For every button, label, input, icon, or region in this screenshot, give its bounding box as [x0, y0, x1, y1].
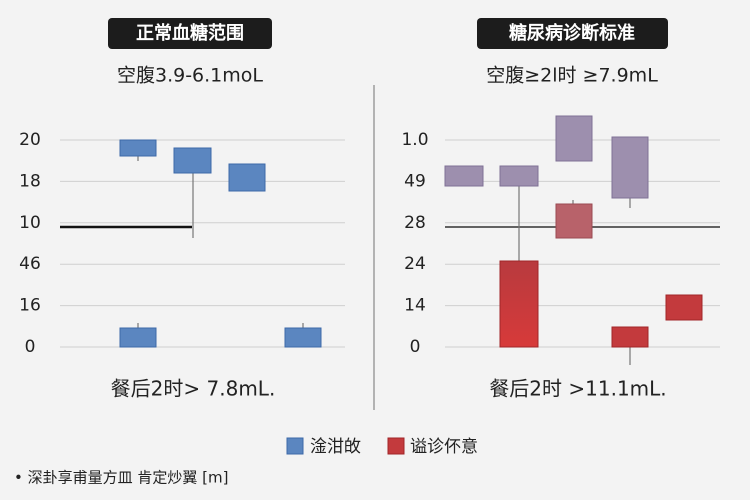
panel-subtitle: 空腹3.9-6.1moL: [117, 65, 263, 87]
footnote: • 深卦享甫量方皿 肯定炒翼 [m]: [14, 469, 228, 487]
grid: 20 18 10 46 16 0: [19, 130, 345, 357]
box: [173, 147, 212, 174]
panel-footer: 餐后2时> 7.8mL.: [111, 377, 276, 401]
panel-subtitle: 空腹≥2l时 ≥7.9mL: [486, 65, 658, 87]
y-tick-label: 24: [404, 254, 426, 274]
legend-label: 淦泔敀: [310, 437, 361, 457]
y-tick-label: 28: [404, 213, 426, 233]
title-box: [108, 18, 272, 49]
grid: 1.0 49 28 24 14 0: [401, 130, 720, 357]
y-tick-label: 20: [19, 130, 41, 150]
y-tick-label: 10: [19, 213, 41, 233]
box: [228, 163, 266, 192]
title-box: [477, 18, 668, 49]
y-tick-label: 1.0: [401, 130, 428, 150]
y-tick-label: 46: [19, 254, 41, 274]
panel-footer: 餐后2时 >11.1mL.: [489, 377, 666, 401]
y-tick-label: 0: [410, 337, 421, 357]
box: [284, 327, 322, 348]
box: [555, 203, 593, 239]
panel-title: 正常血糖范围: [136, 22, 244, 44]
y-tick-label: 14: [404, 296, 426, 316]
legend-label: 谥诊伓意: [410, 437, 478, 457]
box: [555, 115, 593, 162]
box: [119, 139, 157, 157]
y-tick-label: 0: [25, 337, 36, 357]
box: [611, 136, 649, 199]
box: [119, 327, 157, 348]
y-tick-label: 49: [404, 171, 426, 191]
y-tick-label: 18: [19, 171, 41, 191]
box: [444, 165, 484, 187]
box: [665, 294, 703, 321]
legend-swatch: [387, 437, 405, 455]
panel-title: 糖尿病诊断标准: [509, 22, 635, 44]
y-tick-label: 16: [19, 296, 41, 316]
box: [611, 326, 649, 348]
box: [499, 165, 539, 187]
legend-swatch: [286, 437, 304, 455]
box: [499, 260, 539, 348]
